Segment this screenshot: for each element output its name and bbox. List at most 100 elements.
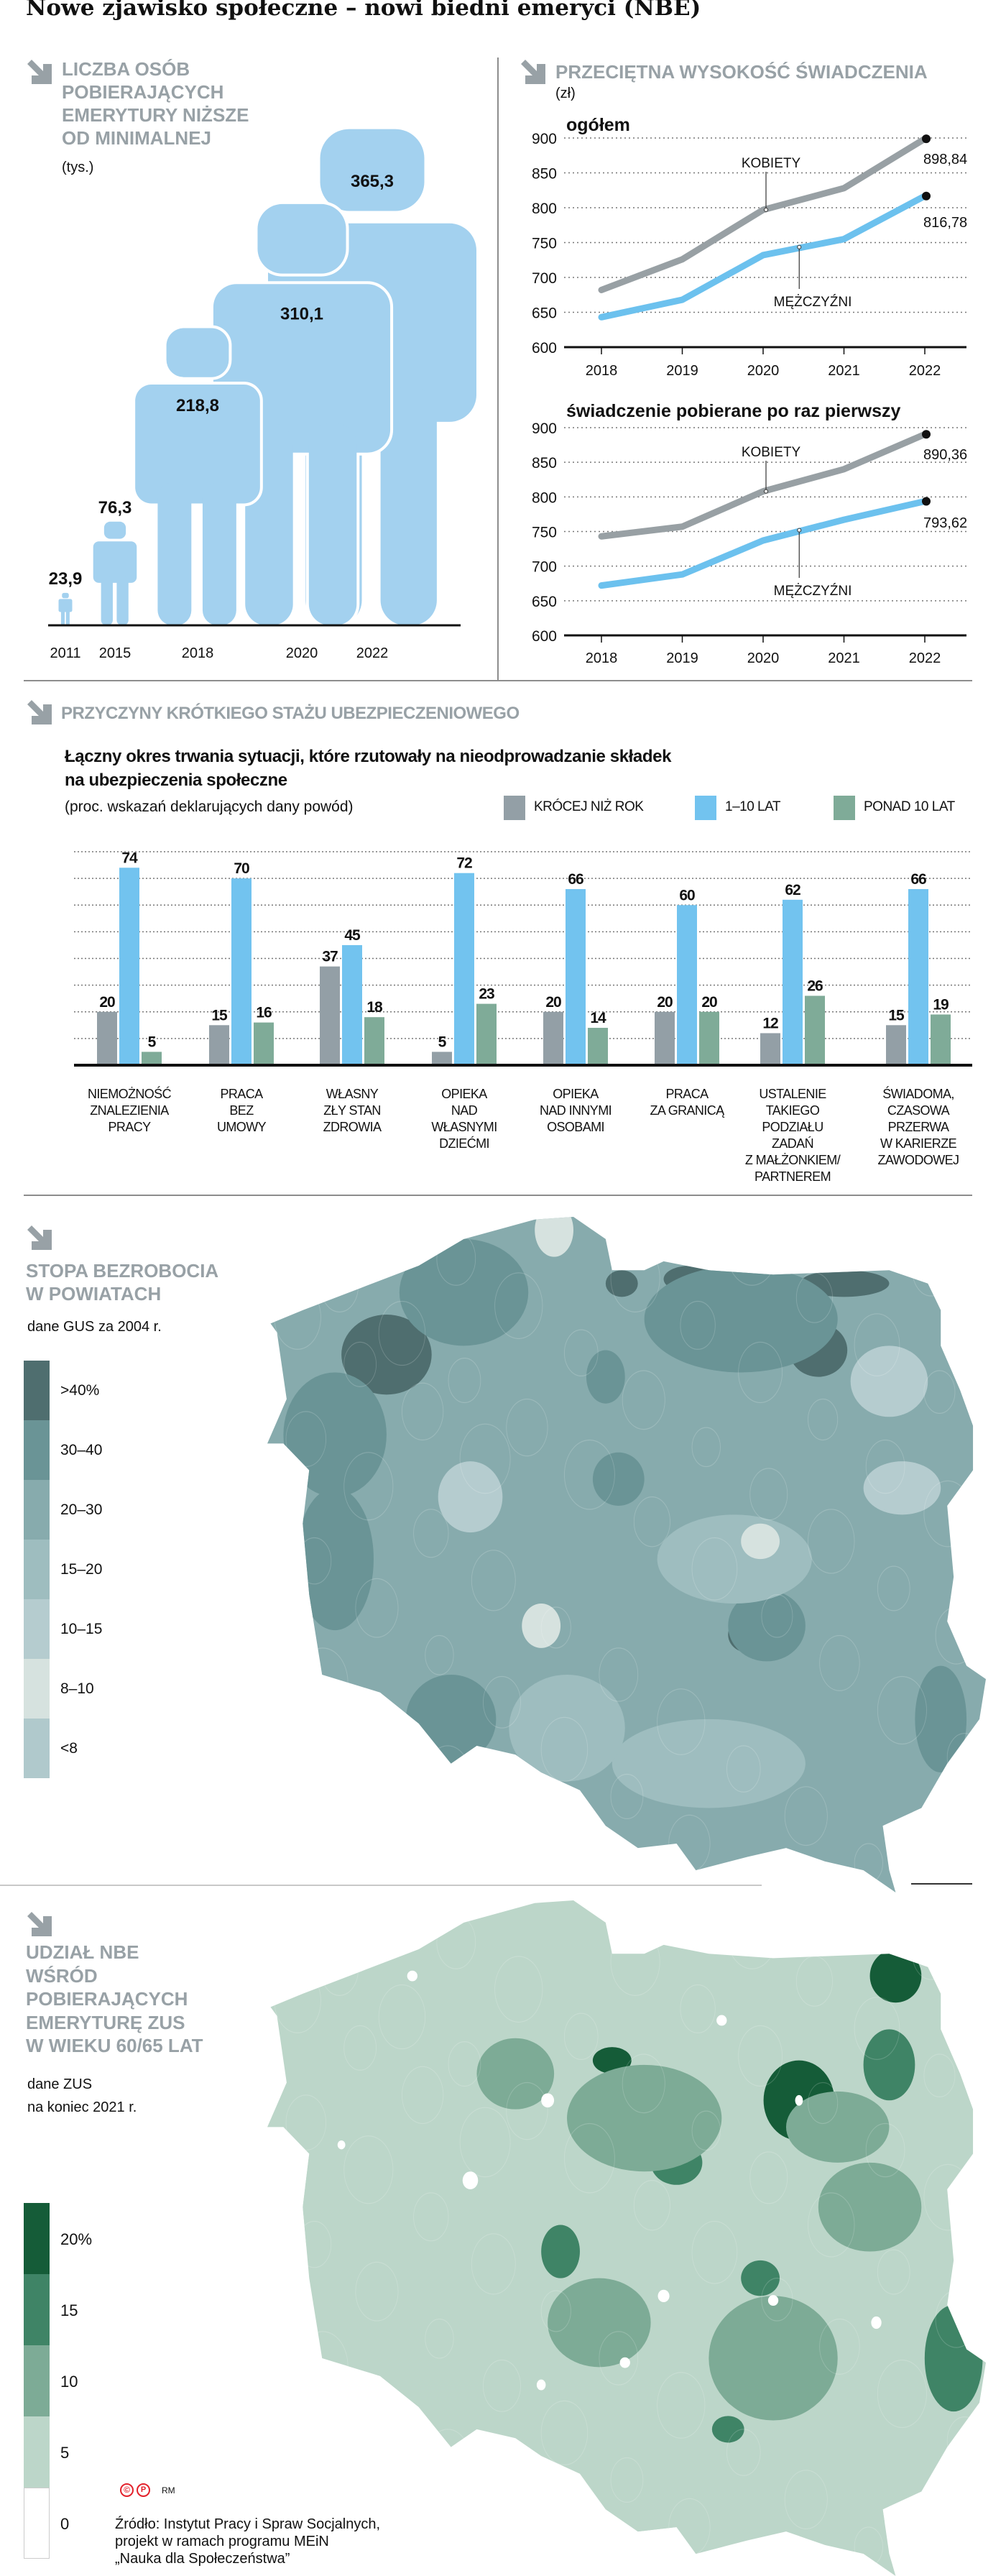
region bbox=[309, 2358, 464, 2465]
series-annotation-men: MĘŻCZYŹNI bbox=[774, 584, 852, 599]
figure-bar bbox=[320, 129, 425, 211]
region bbox=[741, 1523, 780, 1560]
reasons-unit: (proc. wskazań deklarujących dany powód) bbox=[65, 799, 354, 815]
section-arrow-icon bbox=[27, 1912, 52, 1936]
region bbox=[728, 1590, 806, 1662]
figure-bar bbox=[101, 575, 113, 625]
category-label: USTALENIE bbox=[759, 1087, 826, 1101]
legend-label: 10–15 bbox=[60, 1620, 103, 1637]
district-border bbox=[691, 1427, 721, 1468]
category-label: BEZ bbox=[229, 1103, 254, 1118]
page-title: Nowe zjawisko społeczne – nowi biedni em… bbox=[26, 0, 701, 21]
district-border bbox=[448, 1358, 481, 1404]
bar-group: 20 60 20 PRACA ZA GRANICĄ bbox=[650, 887, 725, 1118]
bar bbox=[432, 1052, 452, 1065]
year-label: 2015 bbox=[99, 645, 131, 661]
end-point bbox=[922, 134, 931, 144]
category-label: ZA GRANICĄ bbox=[650, 1103, 725, 1118]
district-border bbox=[308, 1773, 354, 1836]
district-border bbox=[923, 1370, 956, 1414]
district-border bbox=[459, 1423, 511, 1494]
district-border bbox=[749, 2151, 788, 2204]
legend-swatch bbox=[504, 796, 525, 820]
series-line-women bbox=[598, 135, 928, 293]
bar bbox=[209, 1025, 229, 1065]
bar-value-label: 72 bbox=[456, 855, 472, 872]
annotation-dot bbox=[797, 244, 802, 249]
figure-bar bbox=[62, 592, 69, 599]
bar bbox=[931, 1014, 951, 1065]
region bbox=[618, 2216, 683, 2288]
region bbox=[741, 2260, 780, 2296]
map-heading: STOPA BEZROBOCIA W POWIATACH bbox=[26, 1259, 218, 1305]
series-annotation-women: KOBIETY bbox=[742, 156, 801, 171]
y-tick-label: 750 bbox=[532, 525, 557, 541]
district-border bbox=[564, 2122, 615, 2194]
district-border bbox=[738, 2025, 783, 2087]
district-border bbox=[808, 1398, 839, 1441]
district-border bbox=[285, 2094, 327, 2151]
x-tick-label: 2018 bbox=[586, 650, 618, 666]
pensioners-pictogram-chart: 23,9 2011 76,3 2015 218,8 2018 310,1 2020 365,3 2… bbox=[48, 126, 479, 661]
bar-value-label: 12 bbox=[762, 1015, 778, 1031]
district-border bbox=[854, 1997, 900, 2061]
district-border bbox=[761, 2278, 793, 2322]
legend-label: 5 bbox=[60, 2443, 70, 2462]
district-border bbox=[378, 1984, 426, 2050]
bar bbox=[805, 995, 825, 1065]
district-border bbox=[657, 2372, 706, 2439]
region bbox=[863, 1461, 941, 1515]
district-border bbox=[726, 1745, 761, 1793]
category-label: PRACY bbox=[108, 1120, 151, 1134]
subtitle-line: Łączny okres trwania sytuacji, które rzu… bbox=[65, 747, 672, 766]
region bbox=[644, 1266, 838, 1373]
heading-line: EMERYTURĘ ZUS bbox=[26, 2011, 185, 2033]
region bbox=[283, 1372, 387, 1497]
bar-value-label: 74 bbox=[121, 850, 138, 866]
divider bbox=[911, 1883, 972, 1885]
district-border bbox=[552, 2526, 594, 2576]
category-label: Z MAŁŻONKIEM/ bbox=[745, 1153, 841, 1167]
district-border bbox=[459, 2107, 511, 2178]
district-border bbox=[540, 1716, 589, 1782]
legend-swatch bbox=[24, 2416, 50, 2488]
district-border bbox=[564, 1329, 599, 1377]
region bbox=[541, 2093, 555, 2108]
region bbox=[586, 1350, 625, 1404]
region bbox=[462, 2171, 479, 2189]
district-border bbox=[378, 1300, 426, 1366]
legend-label: 8–10 bbox=[60, 1680, 94, 1697]
region bbox=[476, 2038, 555, 2110]
bar bbox=[543, 1011, 563, 1065]
heading-line: POBIERAJĄCYCH bbox=[62, 81, 224, 103]
category-label: NAD INNYMI bbox=[540, 1103, 612, 1118]
category-label: ZAWODOWEJ bbox=[878, 1153, 959, 1167]
end-value-label: 898,84 bbox=[923, 152, 967, 167]
bar bbox=[677, 905, 697, 1065]
bar-group: 15 70 16 PRACA BEZ UMOWY bbox=[209, 860, 274, 1134]
bar-group: 20 74 5 NIEMOŻNOŚĆ ZNALEZIENIA PRACY bbox=[88, 850, 172, 1134]
region bbox=[548, 2278, 651, 2368]
district-border bbox=[267, 1903, 292, 1943]
poland-map-pension-share bbox=[267, 1900, 986, 2576]
bar bbox=[886, 1025, 906, 1065]
bar bbox=[588, 1028, 608, 1065]
annotation-dot bbox=[764, 489, 768, 494]
district-border bbox=[494, 1802, 527, 1846]
bar-group: 20 66 14 OPIEKA NAD INNYMI OSOBAMI bbox=[540, 871, 612, 1134]
phonographic-icon: P bbox=[137, 2483, 150, 2497]
figure-bar bbox=[202, 482, 236, 625]
legend-label: <8 bbox=[60, 1739, 78, 1757]
region bbox=[915, 1665, 967, 1773]
bar-value-label: 45 bbox=[344, 927, 361, 944]
region bbox=[850, 1346, 928, 1417]
bar bbox=[97, 1011, 117, 1065]
figure-bar bbox=[135, 385, 260, 504]
map-heading: UDZIAŁ NBE WŚRÓD POBIERAJĄCYCH EMERYTURĘ ZU… bbox=[26, 1941, 203, 2058]
bar bbox=[476, 1003, 497, 1065]
bar-group: 12 62 26 USTALENIE TAKIEGO PODZIAŁU ZADAŃ Z MAŁ… bbox=[745, 882, 841, 1184]
figure-bar bbox=[157, 482, 192, 625]
legend-swatch bbox=[24, 1420, 50, 1480]
region bbox=[567, 2064, 722, 2172]
region bbox=[296, 1488, 374, 1631]
